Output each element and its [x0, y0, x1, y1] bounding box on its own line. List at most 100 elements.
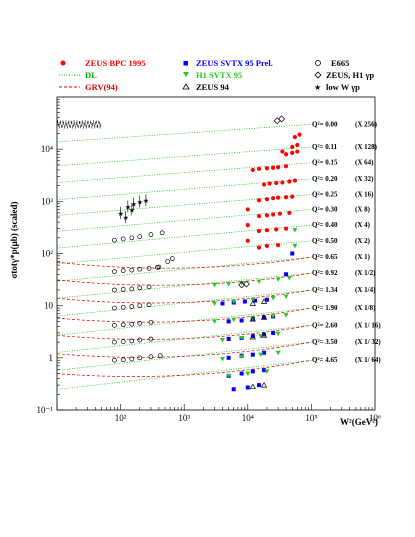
- dl-curve: [56, 123, 312, 143]
- data-point: [239, 318, 244, 323]
- legend-entry-e665: E665: [315, 58, 349, 68]
- data-point: ★: [137, 198, 143, 206]
- data-point: [165, 259, 171, 264]
- y-tick-label: 1: [49, 353, 54, 363]
- data-point: [250, 297, 256, 303]
- bin-scale-label: (X 128): [355, 143, 378, 151]
- data-point: [129, 267, 135, 273]
- data-point: [253, 298, 258, 303]
- dl-curve: [56, 162, 312, 183]
- data-point: [137, 355, 143, 361]
- legend-label-zeus-h1-gp: ZEUS, H1 γp: [326, 70, 374, 80]
- data-point: [239, 371, 244, 376]
- bin-q2-label: Q²= 0.50: [312, 237, 338, 245]
- data-point: [112, 269, 117, 274]
- data-point: [250, 334, 255, 339]
- bin-q2-label: Q²= 0.40: [312, 221, 338, 229]
- data-point: [271, 196, 276, 201]
- data-point: [271, 165, 276, 170]
- data-point: [256, 228, 262, 234]
- legend-marker-zeus-svtx: [183, 61, 188, 66]
- bin-labels: Q²= 0.00 (X 256) Q²= 0.11 (X 128) Q²= 0.15 (X…: [312, 120, 381, 364]
- data-point: [249, 383, 256, 390]
- dl-curve: [56, 359, 312, 390]
- legend-label-dl: DL: [85, 70, 97, 80]
- dl-curve: [56, 272, 312, 299]
- grv-curve: [56, 289, 312, 304]
- data-point: [256, 214, 262, 219]
- data-point: [159, 230, 165, 236]
- data-point: [290, 251, 295, 256]
- data-point: [267, 181, 272, 186]
- data-point: [137, 320, 143, 326]
- x-tick-label: 10³: [178, 413, 190, 423]
- dl-curve: [56, 240, 312, 265]
- y-tick-label: 10⁻¹: [37, 405, 54, 415]
- data-point: [260, 298, 268, 304]
- data-point: [212, 282, 218, 288]
- legend-label-low-w-gp: low W γp: [326, 82, 360, 92]
- data-point: [129, 286, 135, 292]
- data-point: [297, 132, 302, 137]
- bin-scale-label: (X 1/4): [355, 286, 376, 294]
- data-point: [283, 195, 289, 200]
- data-point: [231, 299, 237, 305]
- legend-entry-dl: DL: [59, 70, 97, 80]
- bin-scale-label: (X 2): [355, 237, 371, 245]
- data-point: [112, 357, 117, 363]
- data-point: [137, 337, 143, 343]
- legend-entry-zeus94: ZEUS 94: [182, 82, 230, 92]
- data-point: [258, 334, 264, 339]
- legend-marker-zeus94: [182, 83, 190, 90]
- data-point: [287, 179, 292, 184]
- bin-q2-label: Q²= 3.50: [312, 338, 338, 346]
- legend: ZEUS BPC 1995 DL GRV(94) ZEUS SVTX 95 Pr…: [59, 58, 374, 92]
- data-point: [283, 164, 289, 169]
- data-point: [258, 352, 264, 358]
- data-point: [260, 332, 268, 338]
- data-point: [274, 227, 279, 232]
- data-point: [256, 279, 262, 285]
- data-point: [129, 338, 135, 344]
- grv-curve: [56, 307, 312, 323]
- legend-marker-zeus-bpc: [60, 60, 66, 66]
- bin-q2-label: Q²= 0.00: [312, 120, 338, 128]
- data-point: [249, 333, 256, 340]
- grv-curve: [56, 359, 312, 377]
- data-point: [271, 330, 276, 335]
- data-point: [290, 194, 295, 199]
- data-point: ★: [123, 214, 129, 222]
- dl-curve: [56, 224, 312, 249]
- bin-q2-label: Q²= 0.20: [312, 175, 338, 183]
- data-point: [226, 319, 231, 324]
- legend-label-zeus94: ZEUS 94: [196, 82, 230, 92]
- data-point: [250, 316, 256, 321]
- data-point: [270, 296, 276, 301]
- data-point: [260, 314, 268, 320]
- data-point: [276, 242, 281, 248]
- y-tick-label: 10³: [41, 196, 53, 206]
- data-point: [112, 322, 117, 328]
- data-point: [137, 285, 143, 291]
- data-point: [264, 213, 270, 218]
- bin-q2-label: Q²= 2.60: [312, 321, 338, 329]
- bin-q2-label: Q²= 0.15: [312, 159, 338, 167]
- data-point: [120, 236, 126, 242]
- data-point: [129, 321, 135, 327]
- data-point: [220, 301, 225, 306]
- data-point: [276, 195, 281, 200]
- model-curves: [56, 123, 312, 390]
- legend-label-h1-svtx: H1 SVTX 95: [196, 70, 242, 80]
- data-point: [148, 354, 154, 360]
- data-point: [292, 243, 298, 249]
- data-point: [146, 284, 152, 290]
- data-point: [275, 350, 281, 356]
- data-point: [264, 197, 270, 202]
- legend-marker-h1-svtx: [183, 72, 189, 77]
- data-point: [262, 332, 267, 337]
- data-point: [245, 385, 250, 390]
- y-axis-title: σtotγ*p(μb) (scaled): [9, 202, 19, 279]
- x-tick-label: 10⁶: [369, 413, 381, 423]
- dl-curve: [56, 256, 312, 282]
